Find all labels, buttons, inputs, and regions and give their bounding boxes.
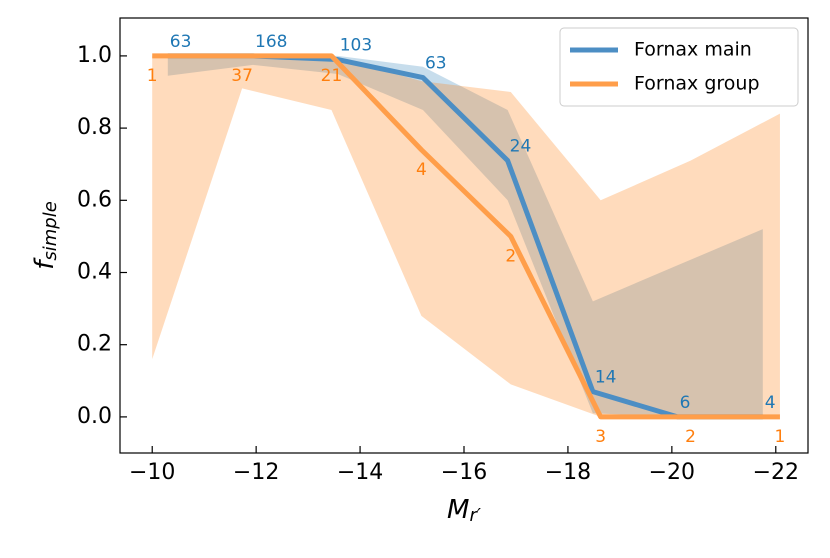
x-axis-label-sub: r′ <box>469 505 481 526</box>
confidence-band <box>167 55 763 417</box>
count-label: 1 <box>775 427 786 447</box>
count-label: 103 <box>340 36 372 56</box>
count-label: 168 <box>255 32 287 52</box>
y-axis-label-sub: simple <box>40 201 61 260</box>
x-tick-label: −16 <box>441 460 487 485</box>
count-label: 3 <box>595 427 606 447</box>
x-axis-label: Mr′ <box>447 495 481 527</box>
count-label: 63 <box>170 32 192 52</box>
count-label: 63 <box>425 54 447 74</box>
confidence-band <box>152 55 780 417</box>
x-tick-label: −20 <box>649 460 695 485</box>
legend-box <box>559 27 799 107</box>
x-tick-label: −10 <box>129 460 175 485</box>
legend-label: Fornax main <box>634 39 752 61</box>
count-label: 2 <box>685 427 696 447</box>
count-label: 37 <box>231 66 253 86</box>
count-label: 24 <box>510 137 532 157</box>
count-label: 14 <box>595 368 617 388</box>
x-tick-label: −18 <box>545 460 591 485</box>
count-label: 21 <box>321 66 343 86</box>
x-tick-label: −22 <box>753 460 799 485</box>
count-label: 6 <box>680 393 691 413</box>
x-axis-label-main: M <box>447 495 469 525</box>
count-label: 4 <box>416 160 427 180</box>
y-tick-label: 0.0 <box>77 404 112 429</box>
x-tick-label: −14 <box>337 460 383 485</box>
plot-frame <box>119 17 809 454</box>
y-tick-label: 0.8 <box>77 115 112 140</box>
line <box>152 53 780 420</box>
count-label: 2 <box>505 246 516 266</box>
legend-label: Fornax group <box>634 73 760 95</box>
y-tick-label: 0.2 <box>77 332 112 357</box>
y-tick-label: 0.4 <box>77 260 112 285</box>
y-tick-label: 0.6 <box>77 187 112 212</box>
x-tick-label: −12 <box>233 460 279 485</box>
y-tick-label: 1.0 <box>77 43 112 68</box>
count-label: 1 <box>147 66 158 86</box>
count-label: 4 <box>765 393 776 413</box>
